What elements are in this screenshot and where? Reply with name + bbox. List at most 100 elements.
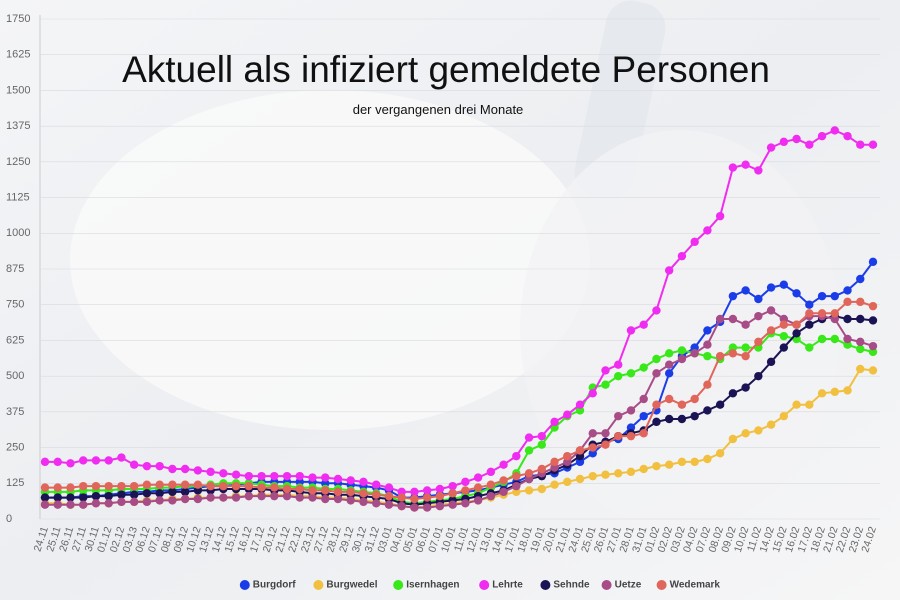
data-point [588, 429, 597, 438]
data-point [856, 314, 865, 324]
data-point [206, 467, 215, 477]
data-point [104, 481, 113, 491]
data-point [677, 400, 687, 409]
data-point [66, 500, 75, 509]
data-point [79, 493, 88, 502]
data-point [270, 471, 279, 481]
data-point [652, 417, 661, 427]
data-point [779, 320, 789, 329]
data-point [142, 489, 152, 498]
data-point [295, 493, 304, 502]
data-point [346, 476, 355, 485]
data-point [155, 496, 164, 505]
y-tick-label: 875 [6, 263, 24, 275]
data-point [53, 457, 62, 467]
data-point [91, 499, 101, 508]
data-point [40, 457, 50, 467]
data-point [180, 480, 190, 489]
data-point [601, 470, 610, 479]
data-point [66, 483, 75, 492]
data-point [397, 493, 406, 502]
legend-label: Burgdorf [253, 580, 296, 591]
data-point [639, 320, 648, 329]
data-point [652, 461, 661, 471]
data-point [40, 483, 50, 492]
data-point [792, 289, 801, 298]
data-point [690, 349, 699, 358]
data-point [677, 457, 687, 467]
data-point [830, 126, 839, 135]
data-point [308, 486, 317, 495]
data-point [601, 366, 610, 375]
data-point [843, 334, 852, 344]
data-point [129, 490, 139, 499]
data-point [805, 140, 814, 149]
data-point [104, 491, 113, 501]
data-point [830, 334, 839, 344]
data-point [91, 481, 101, 491]
data-point [79, 481, 88, 491]
data-point [728, 163, 738, 172]
data-point [856, 297, 865, 307]
data-point [461, 486, 470, 495]
data-point [703, 454, 712, 464]
data-point [856, 364, 865, 374]
data-point [715, 449, 725, 458]
data-point [868, 301, 878, 311]
data-point [117, 453, 126, 462]
data-point [626, 326, 636, 335]
data-point [384, 483, 394, 492]
data-point [473, 483, 483, 492]
data-point [563, 477, 572, 487]
y-tick-label: 1750 [6, 13, 30, 25]
data-point [601, 429, 610, 438]
data-point [524, 446, 534, 455]
data-point [257, 471, 266, 481]
data-point [728, 434, 738, 444]
data-point [741, 286, 750, 295]
legend-label: Burgwedel [326, 580, 377, 591]
data-point [512, 471, 521, 481]
legend-label: Lehrte [492, 580, 523, 591]
data-point [728, 389, 738, 398]
data-point [703, 340, 712, 349]
data-point [333, 494, 343, 504]
data-point [817, 309, 827, 318]
data-point [830, 387, 839, 397]
data-point [614, 411, 623, 421]
data-point [461, 499, 470, 508]
data-point [715, 351, 725, 361]
data-point [448, 500, 457, 509]
chart-subtitle: der vergangenen drei Monate [353, 102, 524, 117]
data-point [868, 341, 878, 351]
data-point [129, 497, 139, 507]
data-point [754, 166, 763, 175]
data-point [868, 140, 878, 149]
data-point [677, 346, 687, 355]
data-point [499, 460, 508, 469]
data-point [779, 137, 789, 147]
data-point [843, 131, 852, 141]
data-point [715, 211, 725, 221]
data-point [664, 369, 674, 378]
data-point [754, 371, 763, 381]
data-point [422, 493, 432, 502]
data-point [588, 443, 597, 452]
data-point [155, 480, 164, 489]
data-point [486, 491, 496, 501]
data-point [448, 489, 457, 498]
legend-marker [313, 580, 324, 590]
data-point [486, 467, 496, 477]
chart-title: Aktuell als infiziert gemeldete Personen [122, 49, 770, 90]
data-point [830, 309, 839, 318]
data-point [486, 480, 496, 489]
legend-marker [601, 580, 612, 590]
data-point [168, 480, 177, 489]
data-point [550, 417, 559, 427]
data-point [741, 383, 750, 392]
data-point [677, 354, 687, 364]
data-point [856, 140, 865, 149]
data-point [537, 431, 546, 441]
data-point [117, 481, 126, 491]
data-point [741, 320, 750, 329]
